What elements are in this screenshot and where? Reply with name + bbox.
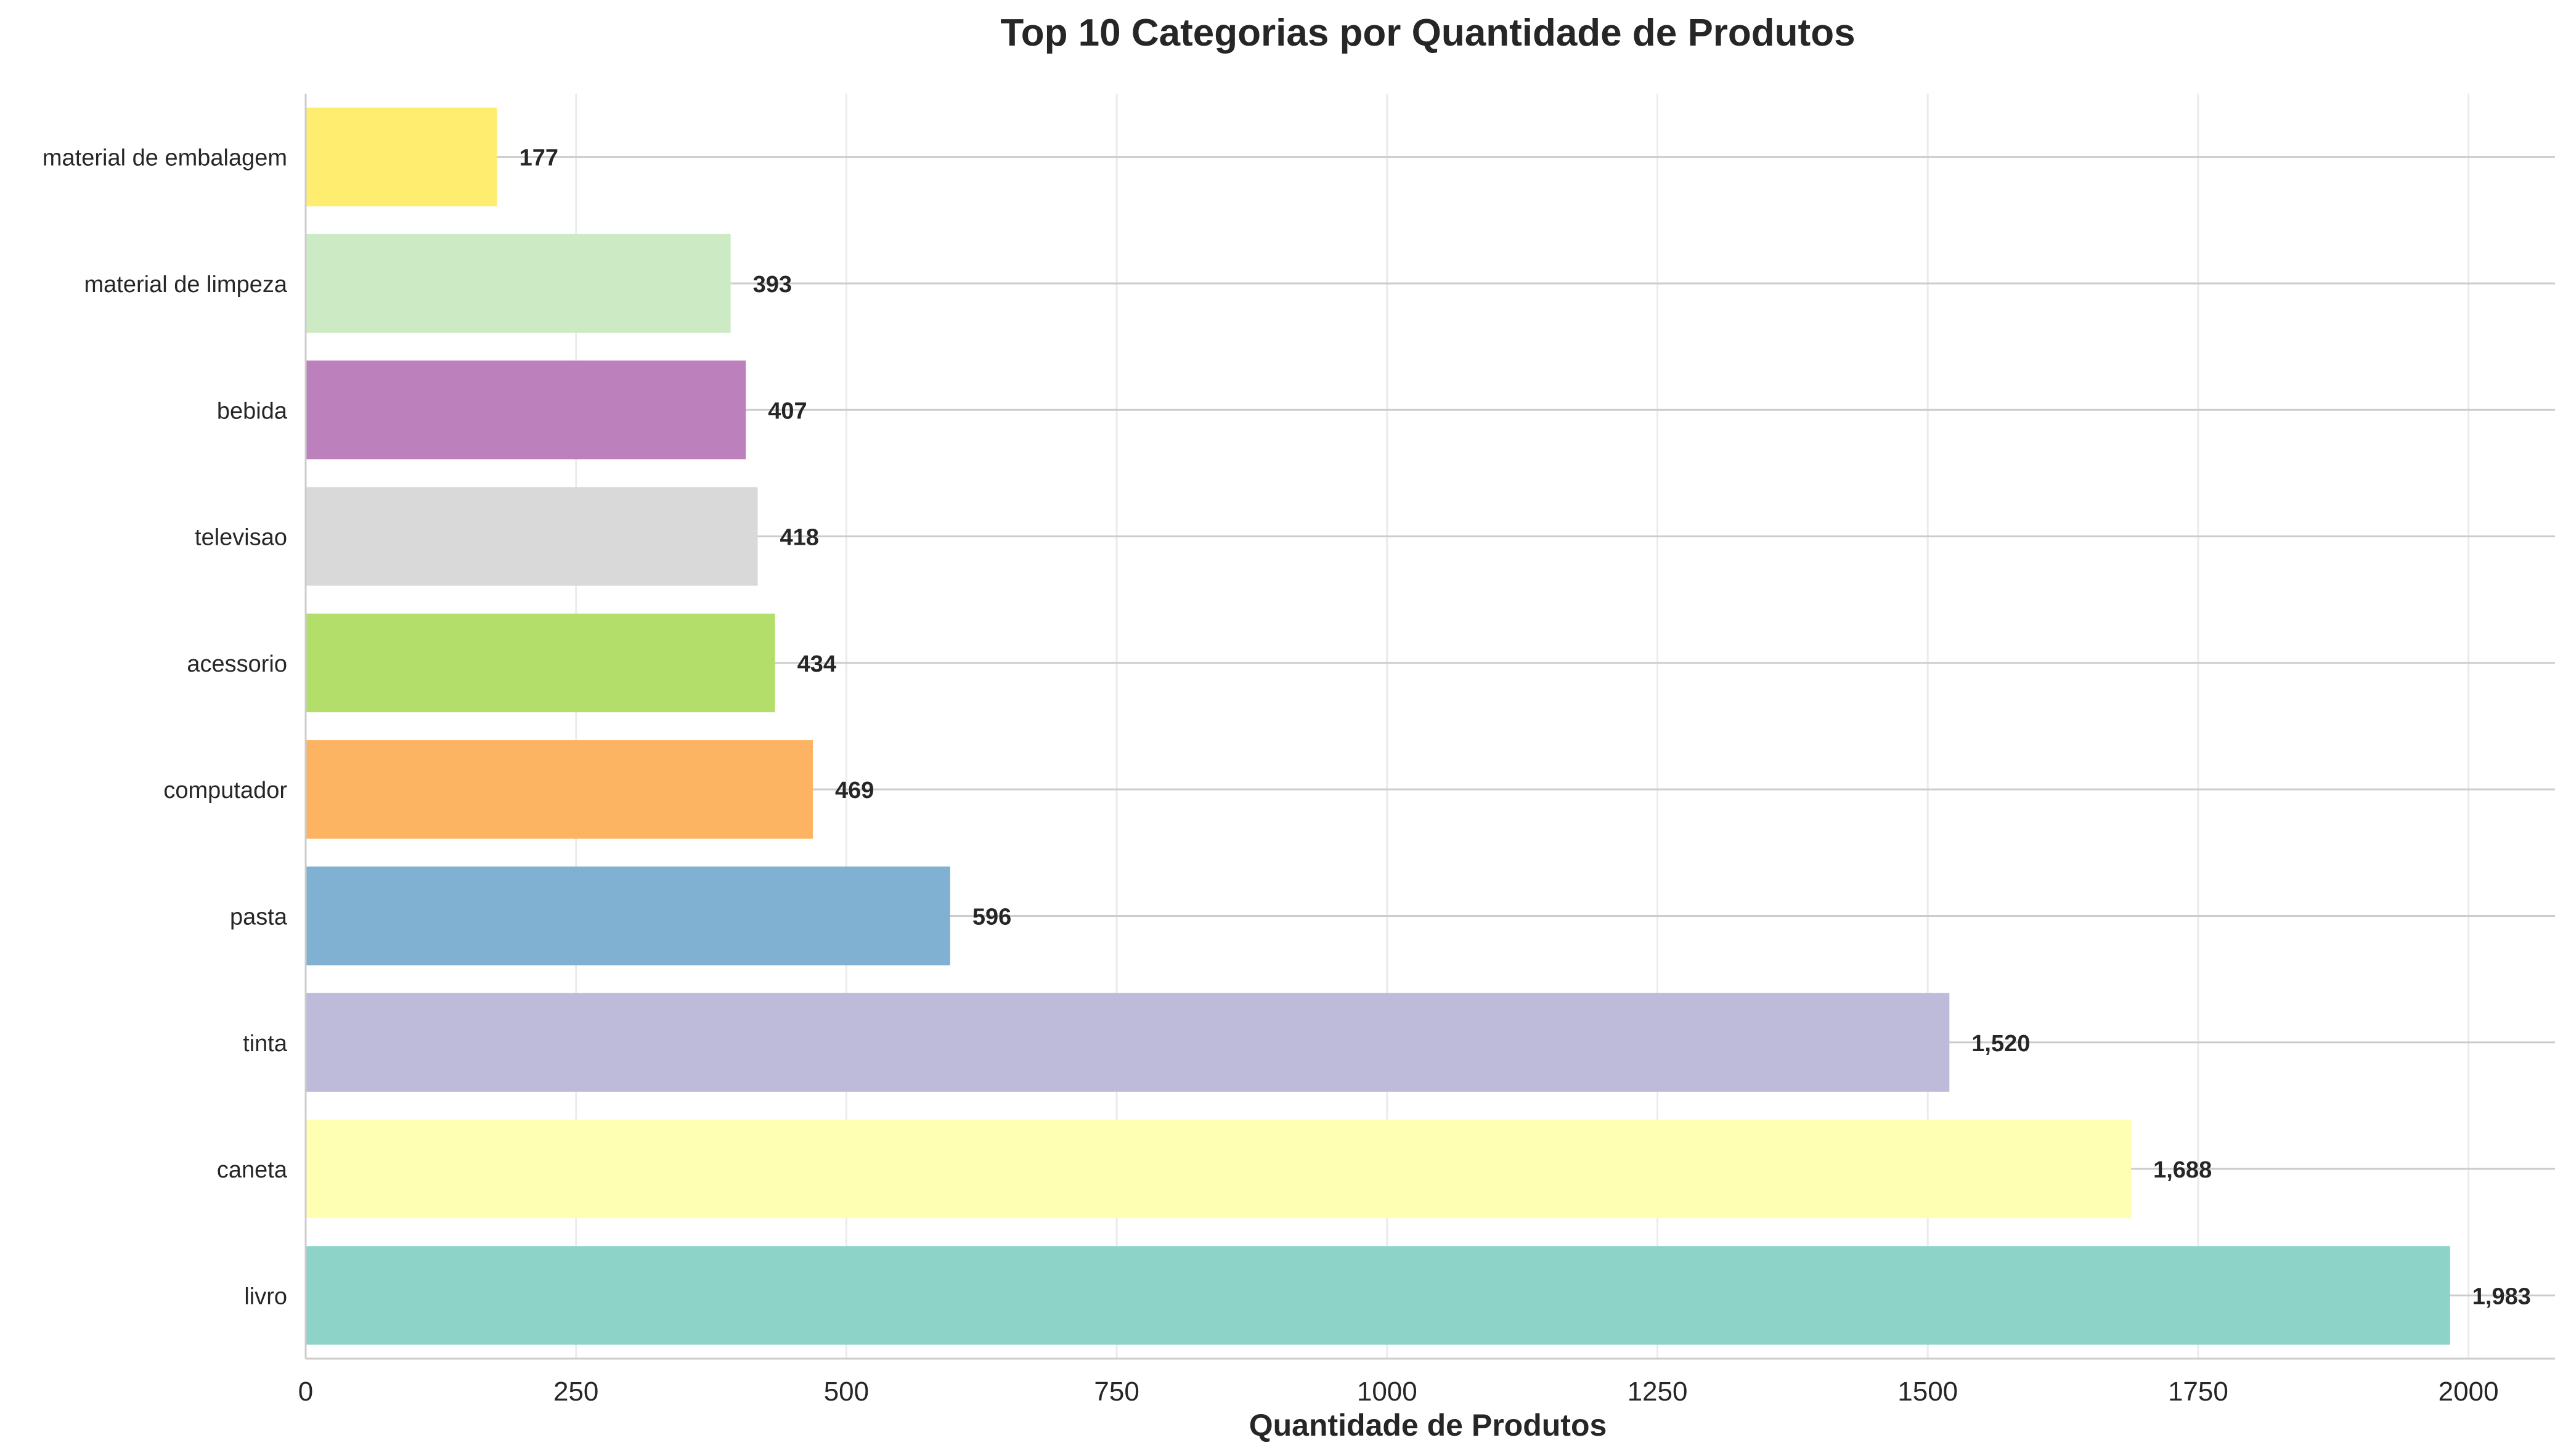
x-tick-label: 1250 [1628,1377,1688,1407]
data-label: 418 [780,525,819,551]
y-tick-labels: livro caneta tinta pasta computador acessorio… [43,145,288,1310]
y-tick-label: material de embalagem [43,145,287,171]
y-tick-label: acessorio [187,651,287,677]
bar [306,107,497,206]
y-tick-label: bebida [217,398,288,424]
bar [306,1119,2132,1219]
bar [306,1246,2450,1345]
x-tick-label: 1000 [1357,1377,1417,1407]
bar [306,487,758,586]
bar [306,866,950,966]
data-label: 177 [520,145,558,171]
chart-title: Top 10 Categorias por Quantidade de Prod… [1000,12,1855,54]
y-tick-label: televisao [195,525,287,551]
data-label: 407 [768,398,807,424]
x-tick-label: 1750 [2168,1377,2228,1407]
bar [306,740,813,839]
x-tick-labels: 0 250 500 750 1000 1250 1500 1750 2000 [298,1377,2499,1407]
x-tick-label: 250 [553,1377,598,1407]
bar [306,993,1950,1092]
data-label: 434 [797,651,836,677]
y-tick-label: tinta [243,1031,288,1057]
x-axis-label: Quantidade de Produtos [1249,1408,1607,1442]
data-label: 393 [753,272,792,298]
bar [306,360,746,460]
x-tick-label: 0 [298,1377,313,1407]
y-tick-label: computador [163,778,287,803]
bars [306,107,2450,1345]
data-label: 469 [835,778,874,803]
bar [306,234,731,333]
data-label: 1,688 [2153,1157,2212,1183]
y-tick-label: material de limpeza [84,272,288,298]
data-label: 1,983 [2472,1283,2531,1309]
y-tick-label: pasta [230,904,288,930]
y-tick-label: livro [244,1283,287,1309]
x-tick-label: 1500 [1897,1377,1958,1407]
bar [306,613,775,712]
data-label: 1,520 [1971,1031,2030,1057]
x-tick-label: 2000 [2439,1377,2499,1407]
data-label: 596 [972,904,1011,930]
x-tick-label: 750 [1094,1377,1139,1407]
x-tick-label: 500 [824,1377,869,1407]
value-labels: 1,983 1,688 1,520 596 469 434 418 407 393 177 [520,145,2531,1310]
y-tick-label: caneta [217,1157,288,1183]
